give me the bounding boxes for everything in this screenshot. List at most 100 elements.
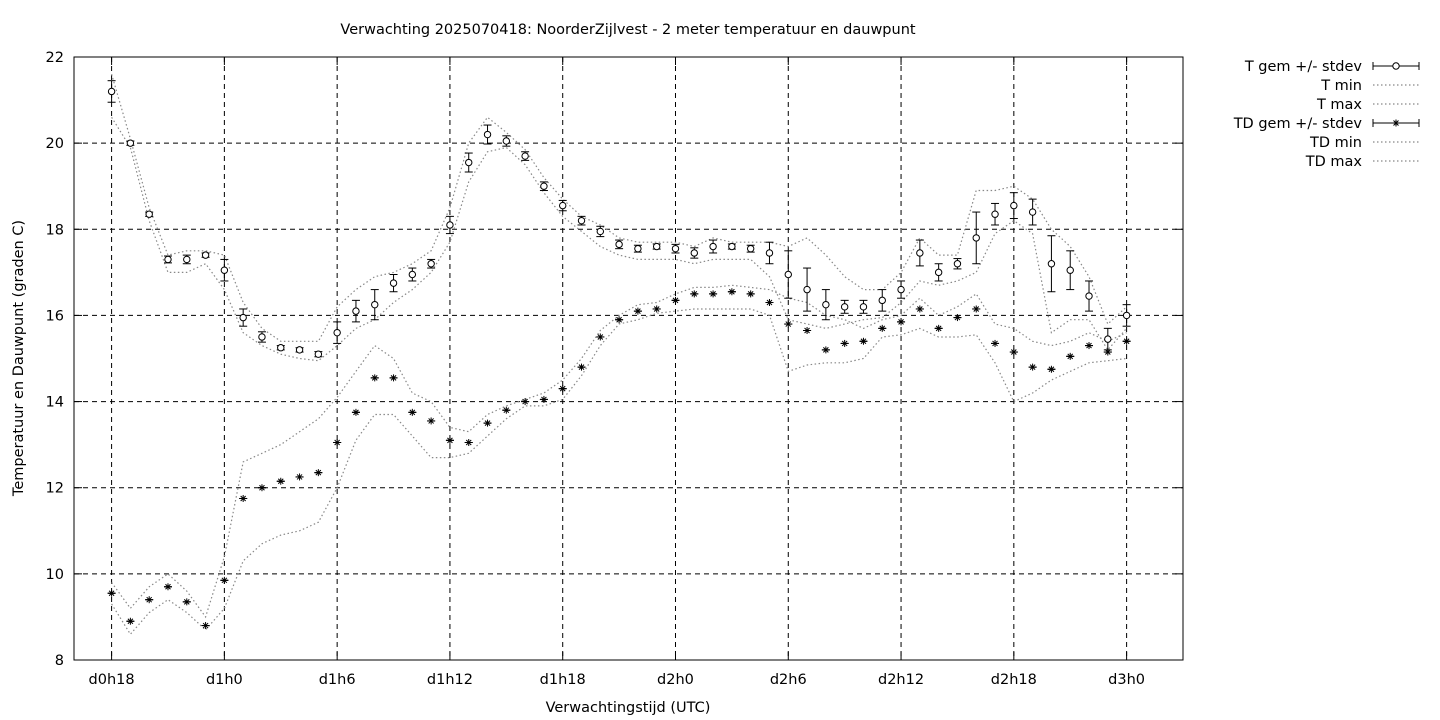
series-td-gem-marker [690,290,698,298]
series-t-gem-marker [746,244,755,253]
series-t-gem-point [765,241,774,265]
series-t-gem-marker [1085,292,1093,300]
series-td-gem-point [314,469,323,477]
series-td-gem-point [821,346,830,354]
grid [74,57,1183,660]
series-t-gem-marker [1028,208,1037,216]
series-td-gem-point [408,408,417,416]
series-t-gem-point [803,267,812,312]
axes: 8 10 12 14 16 18 20 22 d0h18 d1h0 d1h6 d1h12 d1h18 d2… [46,50,1183,688]
marker-stroke [1029,364,1036,370]
legend-label: TD min [1309,135,1362,151]
series-td-gem-marker [653,305,661,313]
y-tick-label: 12 [46,481,64,497]
series-t-gem-point [220,258,229,282]
series-t-gem-marker [765,249,774,257]
series-td-gem-point [972,305,981,313]
series-td-gem-marker [1123,337,1131,345]
series-td-gem-point [182,598,191,606]
x-tick-label: d2h0 [657,672,694,688]
series-t-gem-point [239,308,248,327]
series-td-max [111,284,1127,619]
series-t-gem-point [991,202,1000,226]
series-t-gem-marker [277,344,285,352]
series-td-gem-point [483,419,492,427]
series-td-gem-marker [747,290,755,298]
series-t-gem-point [107,80,116,103]
series-td-gem-point [577,363,586,371]
series-td-gem-marker [935,324,943,332]
series-td-gem-point [107,589,116,597]
marker-stroke [691,291,698,297]
series-td-gem-point [652,305,661,313]
marker-stroke [653,306,660,312]
series-t-gem-point [201,251,210,259]
marker-stroke [766,299,773,306]
series-t-gem-point [934,263,943,282]
marker-stroke [127,618,134,625]
marker-stroke [108,590,115,597]
series-t-gem-marker [671,244,680,253]
series-td-gem-marker [634,307,642,315]
series-t-gem-point [389,274,398,293]
x-tick-label: d1h12 [427,672,473,688]
marker-stroke [1393,120,1399,126]
marker-stroke [1067,353,1074,360]
series-t-gem-point [333,321,342,344]
series-t-gem-point [652,242,661,251]
marker-stroke [315,469,322,476]
series-td-gem-marker [126,617,134,625]
series-td-gem-point [445,436,454,444]
series-t-gem-point [1103,327,1112,351]
series-td-gem-point [1122,337,1131,345]
marker-stroke [1048,366,1055,373]
series-t-gem-marker [183,255,191,264]
marker-stroke [1123,338,1130,345]
series-t-gem-point [633,244,642,253]
series-t-gem-marker [258,333,266,341]
series-td-gem-point [201,622,210,630]
series-t-gem-marker [690,249,698,257]
marker-stroke [240,495,247,502]
series-t-gem-marker [953,260,962,268]
series-td-gem-marker [991,339,999,347]
series-t-gem-marker [521,152,529,160]
marker-stroke [898,319,904,325]
series-td-gem-marker [484,419,492,427]
series-td-gem-point [633,307,642,315]
series-t-gem-marker [559,201,567,210]
x-tick-label: d0h18 [89,672,135,688]
marker-stroke [954,314,961,321]
series-t-gem-point [577,215,586,226]
series-t-gem-marker [972,234,980,242]
series-td-gem-marker [183,598,191,606]
series-t-gem-point [821,289,830,321]
series-td-gem-marker [765,299,773,307]
marker-stroke [860,338,867,345]
series-td-gem-point [558,385,567,393]
series-t-gem-marker [220,266,229,274]
marker-stroke [823,347,829,353]
series-t-gem-point [182,254,191,265]
marker-stroke [710,291,716,297]
marker-stroke [578,364,585,370]
series-t-gem-marker [634,244,642,253]
series-td-gem-point [295,473,304,481]
series-t-gem-marker [502,137,511,145]
series-td-gem-marker [239,494,247,502]
series-t-gem-point [840,299,849,314]
marker-stroke [146,596,153,603]
legend-label: TD max [1305,154,1363,170]
series-td-gem-marker [709,290,717,298]
series-t-gem-point [257,331,266,343]
series-td-gem-marker [1029,363,1037,371]
series-t-gem-point [1028,198,1037,226]
legend-label: TD gem +/- stdev [1233,116,1363,132]
series-t-gem-marker [333,328,341,337]
series-t-gem-marker [897,285,905,294]
marker-stroke [559,385,566,392]
series-td-gem-marker [972,305,980,313]
series-td-gem-point [709,290,718,298]
series-t-gem-marker [1066,266,1074,274]
